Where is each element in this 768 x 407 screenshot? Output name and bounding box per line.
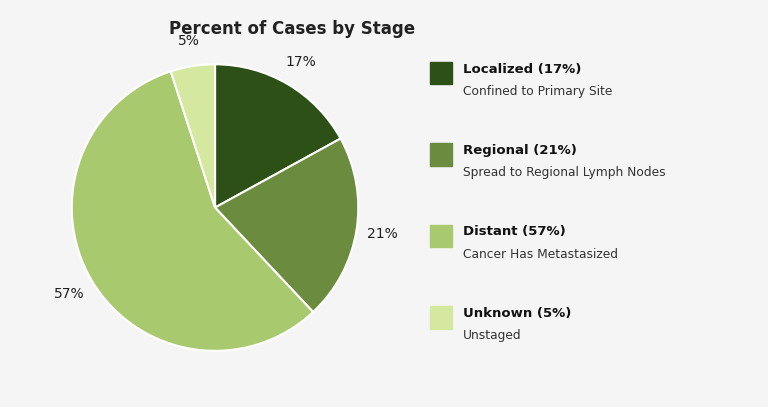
- Text: 21%: 21%: [366, 227, 397, 241]
- Wedge shape: [170, 64, 215, 208]
- Text: Regional (21%): Regional (21%): [463, 144, 577, 157]
- Wedge shape: [215, 138, 359, 312]
- Text: 5%: 5%: [177, 34, 200, 48]
- Text: Confined to Primary Site: Confined to Primary Site: [463, 85, 612, 98]
- Wedge shape: [215, 64, 340, 208]
- Text: Unknown (5%): Unknown (5%): [463, 307, 571, 320]
- Text: Localized (17%): Localized (17%): [463, 63, 581, 76]
- Text: Distant (57%): Distant (57%): [463, 225, 566, 239]
- Text: Unstaged: Unstaged: [463, 329, 521, 342]
- Text: Spread to Regional Lymph Nodes: Spread to Regional Lymph Nodes: [463, 166, 666, 179]
- Text: Percent of Cases by Stage: Percent of Cases by Stage: [169, 20, 415, 38]
- Text: Cancer Has Metastasized: Cancer Has Metastasized: [463, 248, 618, 261]
- Text: 57%: 57%: [55, 287, 84, 301]
- Wedge shape: [71, 71, 313, 351]
- Text: 17%: 17%: [286, 55, 316, 69]
